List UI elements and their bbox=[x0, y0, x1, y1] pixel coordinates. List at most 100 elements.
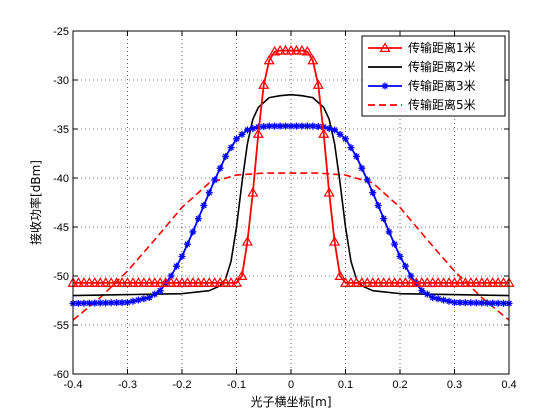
star-marker-center bbox=[267, 124, 271, 128]
star-marker bbox=[440, 296, 448, 304]
star-marker bbox=[173, 262, 181, 270]
y-axis-title: 接收功率[dBm] bbox=[28, 160, 43, 245]
star-marker bbox=[205, 189, 213, 197]
star-marker-center bbox=[153, 292, 157, 296]
triangle-marker bbox=[225, 277, 237, 287]
x-tick-label: 0 bbox=[288, 379, 294, 391]
triangle-marker bbox=[410, 277, 422, 287]
triangle-marker bbox=[252, 128, 264, 138]
star-marker-center bbox=[202, 203, 206, 208]
star-marker-center bbox=[452, 300, 457, 305]
star-marker bbox=[134, 296, 142, 304]
x-tick-label: -0.4 bbox=[64, 379, 83, 391]
star-marker-center bbox=[82, 301, 86, 305]
legend-label: 传输距离1米 bbox=[408, 40, 476, 55]
triangle-marker bbox=[171, 277, 183, 287]
star-marker-center bbox=[76, 301, 81, 305]
star-marker-center bbox=[496, 301, 500, 305]
triangle-marker bbox=[230, 277, 243, 287]
star-marker-center bbox=[431, 295, 435, 300]
y-tick-label: -45 bbox=[53, 222, 69, 234]
star-marker bbox=[451, 298, 458, 306]
star-marker bbox=[331, 126, 339, 134]
triangle-marker bbox=[399, 277, 411, 287]
star-marker-center bbox=[196, 217, 200, 221]
star-marker bbox=[423, 290, 431, 298]
star-marker bbox=[102, 299, 110, 307]
triangle-marker bbox=[443, 277, 455, 287]
star-marker bbox=[178, 252, 186, 260]
star-marker bbox=[216, 164, 224, 172]
series-1 bbox=[67, 44, 515, 287]
star-marker bbox=[189, 228, 197, 236]
star-marker bbox=[352, 152, 360, 160]
star-marker-center bbox=[294, 124, 299, 128]
triangle-marker bbox=[421, 277, 433, 287]
triangle-marker bbox=[203, 277, 215, 287]
star-marker bbox=[151, 290, 159, 298]
triangle-marker bbox=[192, 277, 204, 287]
triangle-marker bbox=[427, 277, 439, 287]
star-marker bbox=[396, 252, 404, 260]
triangle-marker bbox=[198, 277, 210, 287]
triangle-marker bbox=[241, 235, 253, 246]
star-marker-center bbox=[142, 297, 146, 301]
star-marker-center bbox=[251, 126, 255, 131]
star-marker-center bbox=[289, 124, 293, 128]
star-marker-center bbox=[469, 301, 473, 305]
star-marker-center bbox=[349, 146, 353, 150]
triangle-marker bbox=[214, 277, 226, 287]
triangle-marker bbox=[116, 277, 128, 287]
star-marker-center bbox=[365, 178, 369, 182]
triangle-marker bbox=[187, 277, 199, 287]
triangle-marker bbox=[160, 277, 172, 287]
triangle-marker bbox=[274, 44, 286, 55]
star-marker bbox=[434, 295, 442, 303]
star-marker-center bbox=[234, 137, 239, 141]
star-marker-center bbox=[420, 289, 424, 293]
star-marker-center bbox=[120, 300, 124, 305]
star-marker-center bbox=[371, 191, 375, 195]
star-marker-center bbox=[463, 301, 467, 305]
triangle-marker bbox=[83, 277, 95, 287]
legend-label: 传输距离3米 bbox=[408, 78, 476, 93]
star-marker-center bbox=[131, 299, 135, 303]
star-marker-center bbox=[501, 301, 506, 305]
star-marker bbox=[145, 294, 153, 302]
star-marker bbox=[298, 122, 306, 130]
star-marker bbox=[129, 297, 137, 305]
x-tick-label: -0.3 bbox=[118, 379, 137, 391]
y-tick-label: -50 bbox=[53, 271, 69, 283]
star-marker bbox=[249, 125, 257, 133]
x-tick-label: -0.2 bbox=[173, 379, 192, 391]
y-tick-label: -40 bbox=[53, 173, 69, 185]
star-marker-center bbox=[409, 274, 413, 278]
triangle-marker bbox=[378, 277, 390, 287]
triangle-marker bbox=[432, 277, 444, 287]
star-marker bbox=[369, 189, 377, 197]
triangle-marker bbox=[280, 44, 292, 55]
star-marker bbox=[124, 298, 131, 306]
star-marker bbox=[381, 82, 389, 90]
star-marker-center bbox=[436, 297, 440, 301]
triangle-marker bbox=[339, 277, 352, 287]
star-marker-center bbox=[104, 301, 108, 305]
star-marker bbox=[363, 176, 371, 184]
star-marker-center bbox=[98, 301, 102, 305]
star-marker-center bbox=[278, 124, 282, 128]
x-tick-label: 0.4 bbox=[501, 379, 516, 391]
star-marker-center bbox=[240, 132, 244, 136]
triangle-marker bbox=[111, 277, 123, 287]
legend-entry: 传输距离3米 bbox=[368, 78, 476, 93]
star-marker-center bbox=[169, 274, 173, 278]
star-marker bbox=[113, 299, 121, 307]
star-marker-center bbox=[283, 124, 288, 128]
triangle-marker bbox=[372, 277, 384, 287]
star-marker-center bbox=[245, 128, 249, 132]
star-marker-center bbox=[87, 301, 91, 305]
star-marker bbox=[80, 299, 88, 307]
tick-labels: -0.4 -0.3 -0.2 -0.1 0 0.1 0.2 0.3 0.4 -60 -55 -50 -4… bbox=[53, 26, 517, 391]
triangle-marker bbox=[318, 128, 330, 138]
triangle-marker bbox=[487, 277, 499, 287]
